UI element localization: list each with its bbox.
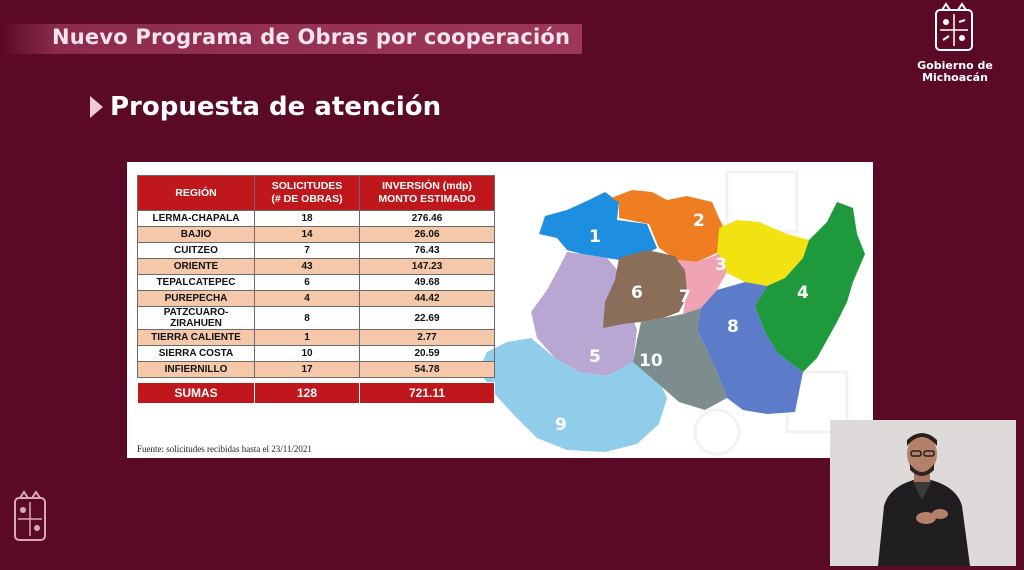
government-seal-icon [935, 2, 973, 51]
table-cell: LERMA-CHAPALA [137, 210, 255, 227]
slide-panel: 1 2 3 4 5 6 7 8 9 10 REGIÓN SOLICITUDES(… [127, 162, 873, 458]
footer-seal-icon [14, 490, 46, 541]
table-cell: 6 [254, 274, 360, 291]
table-row: BAJIO 14 26.06 [137, 226, 495, 243]
table-cell: 49.68 [359, 274, 495, 291]
table-cell: PATZCUARO-ZIRAHUEN [137, 306, 255, 330]
table-cell: BAJIO [137, 226, 255, 243]
table-row: PUREPECHA 4 44.42 [137, 290, 495, 307]
map-region-4 [755, 202, 865, 372]
map-region-10 [633, 308, 727, 410]
map-label-5: 5 [589, 347, 601, 367]
map-region-3 [717, 220, 809, 286]
sign-language-interpreter-video [830, 420, 1016, 566]
map-label-1: 1 [589, 227, 601, 247]
table-cell: 721.11 [359, 382, 495, 404]
table-cell: 26.06 [359, 226, 495, 243]
table-cell: 44.42 [359, 290, 495, 307]
table-cell: PUREPECHA [137, 290, 255, 307]
table-cell: 22.69 [359, 306, 495, 330]
table-cell: 147.23 [359, 258, 495, 275]
table-row: PATZCUARO-ZIRAHUEN 8 22.69 [137, 306, 495, 330]
section-subtitle: Propuesta de atención [110, 92, 442, 122]
map-region-7 [677, 254, 727, 314]
region-table: REGIÓN SOLICITUDES (# DE OBRAS) INVERSIÓN… [137, 175, 495, 404]
map-region-5 [531, 252, 637, 376]
table-row: ORIENTE 43 147.23 [137, 258, 495, 275]
table-cell: TIERRA CALIENTE [137, 329, 255, 346]
map-label-6: 6 [631, 283, 643, 303]
table-row: CUITZEO 7 76.43 [137, 242, 495, 259]
map-region-6 [603, 250, 689, 328]
table-cell: SUMAS [137, 382, 255, 404]
region-map: 1 2 3 4 5 6 7 8 9 10 [479, 170, 865, 456]
table-cell: 4 [254, 290, 360, 307]
organization-name: Gobierno de Michoacán [917, 59, 993, 84]
table-row: TIERRA CALIENTE 1 2.77 [137, 329, 495, 346]
map-label-4: 4 [797, 283, 809, 303]
table-cell: 54.78 [359, 361, 495, 378]
table-cell: INFIERNILLO [137, 361, 255, 378]
interpreter-figure-icon [830, 420, 1016, 566]
map-label-10: 10 [639, 351, 663, 371]
map-region-8 [697, 282, 803, 414]
map-label-9: 9 [555, 415, 567, 435]
table-row: SIERRA COSTA 10 20.59 [137, 345, 495, 362]
table-sum-row: SUMAS 128 721.11 [137, 382, 495, 404]
map-label-7: 7 [679, 287, 691, 307]
map-region-2 [611, 190, 727, 262]
table-cell: 276.46 [359, 210, 495, 227]
map-label-8: 8 [727, 317, 739, 337]
table-cell: 7 [254, 242, 360, 259]
title-banner [0, 24, 582, 54]
table-cell: SIERRA COSTA [137, 345, 255, 362]
table-cell: 2.77 [359, 329, 495, 346]
table-cell: TEPALCATEPEC [137, 274, 255, 291]
table-row: INFIERNILLO 17 54.78 [137, 361, 495, 378]
page-title: Nuevo Programa de Obras por cooperación [52, 25, 571, 49]
source-footnote: Fuente: solicitudes recibidas hasta el 2… [137, 444, 312, 454]
column-header-region: REGIÓN [137, 175, 255, 211]
bullet-arrow-icon [90, 96, 103, 118]
table-row: TEPALCATEPEC 6 49.68 [137, 274, 495, 291]
table-cell: 17 [254, 361, 360, 378]
table-cell: 76.43 [359, 242, 495, 259]
map-region-9 [479, 338, 667, 452]
map-label-3: 3 [715, 255, 727, 275]
table-row: LERMA-CHAPALA 18 276.46 [137, 210, 495, 227]
column-header-inversion: INVERSIÓN (mdp) MONTO ESTIMADO [359, 175, 495, 211]
table-cell: CUITZEO [137, 242, 255, 259]
table-cell: 43 [254, 258, 360, 275]
table-cell: ORIENTE [137, 258, 255, 275]
table-cell: 20.59 [359, 345, 495, 362]
table-cell: 128 [254, 382, 360, 404]
map-label-2: 2 [693, 211, 705, 231]
table-cell: 10 [254, 345, 360, 362]
table-cell: 8 [254, 306, 360, 330]
map-region-1 [539, 192, 657, 262]
column-header-solicitudes: SOLICITUDES (# DE OBRAS) [254, 175, 360, 211]
table-cell: 14 [254, 226, 360, 243]
table-cell: 1 [254, 329, 360, 346]
table-cell: 18 [254, 210, 360, 227]
table-header-row: REGIÓN SOLICITUDES (# DE OBRAS) INVERSIÓN… [137, 175, 495, 211]
